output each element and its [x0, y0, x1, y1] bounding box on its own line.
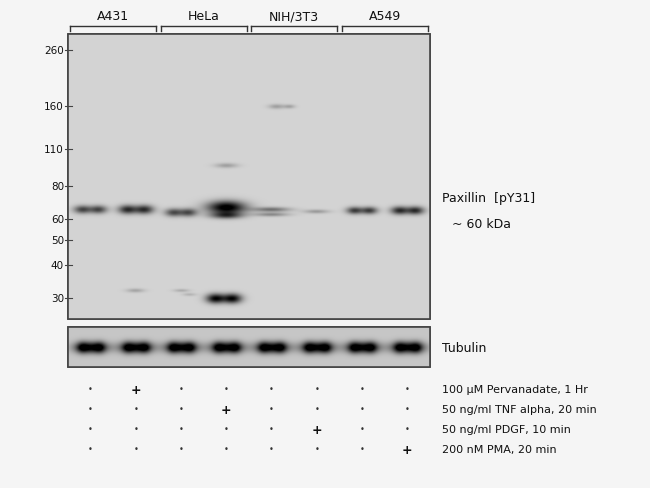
Bar [68, 35, 430, 319]
Text: NIH/3T3: NIH/3T3 [269, 10, 319, 23]
Text: +: + [221, 403, 231, 416]
Text: •: • [269, 445, 274, 453]
Text: •: • [133, 405, 138, 414]
Text: •: • [224, 445, 229, 453]
Text: •: • [224, 425, 229, 434]
Text: •: • [359, 405, 365, 414]
Text: •: • [315, 405, 319, 414]
Text: 100 μM Pervanadate, 1 Hr: 100 μM Pervanadate, 1 Hr [442, 384, 588, 394]
Text: •: • [269, 385, 274, 394]
Text: •: • [405, 425, 410, 434]
Text: +: + [131, 383, 141, 396]
Text: •: • [88, 425, 93, 434]
Text: •: • [359, 445, 365, 453]
Text: 50: 50 [51, 235, 64, 245]
Text: 50 ng/ml TNF alpha, 20 min: 50 ng/ml TNF alpha, 20 min [442, 404, 597, 414]
Text: •: • [179, 405, 183, 414]
Text: •: • [405, 385, 410, 394]
Text: •: • [179, 445, 183, 453]
Text: •: • [269, 405, 274, 414]
Text: •: • [88, 405, 93, 414]
Text: Paxillin  [pY31]: Paxillin [pY31] [442, 192, 535, 205]
Text: Tubulin: Tubulin [442, 341, 486, 354]
Bar [68, 35, 430, 319]
Text: +: + [311, 423, 322, 436]
Text: 260: 260 [44, 46, 64, 56]
Text: •: • [269, 425, 274, 434]
Text: •: • [179, 385, 183, 394]
Text: •: • [224, 385, 229, 394]
Bar [68, 327, 430, 367]
Text: •: • [359, 425, 365, 434]
Text: •: • [315, 445, 319, 453]
Text: •: • [405, 405, 410, 414]
Text: 80: 80 [51, 181, 64, 191]
Text: 30: 30 [51, 293, 64, 304]
Bar [68, 327, 430, 367]
Text: 200 nM PMA, 20 min: 200 nM PMA, 20 min [442, 444, 556, 454]
Text: •: • [315, 385, 319, 394]
Text: A549: A549 [369, 10, 401, 23]
Text: HeLa: HeLa [188, 10, 220, 23]
Text: •: • [88, 385, 93, 394]
Text: 160: 160 [44, 102, 64, 112]
Text: •: • [133, 425, 138, 434]
Text: •: • [88, 445, 93, 453]
Text: A431: A431 [98, 10, 129, 23]
Text: •: • [133, 445, 138, 453]
Text: •: • [359, 385, 365, 394]
Text: 110: 110 [44, 145, 64, 155]
Text: 60: 60 [51, 214, 64, 224]
Text: •: • [179, 425, 183, 434]
Text: 40: 40 [51, 261, 64, 270]
Text: ~ 60 kDa: ~ 60 kDa [452, 218, 511, 231]
Text: +: + [402, 443, 413, 456]
Text: 50 ng/ml PDGF, 10 min: 50 ng/ml PDGF, 10 min [442, 424, 571, 434]
